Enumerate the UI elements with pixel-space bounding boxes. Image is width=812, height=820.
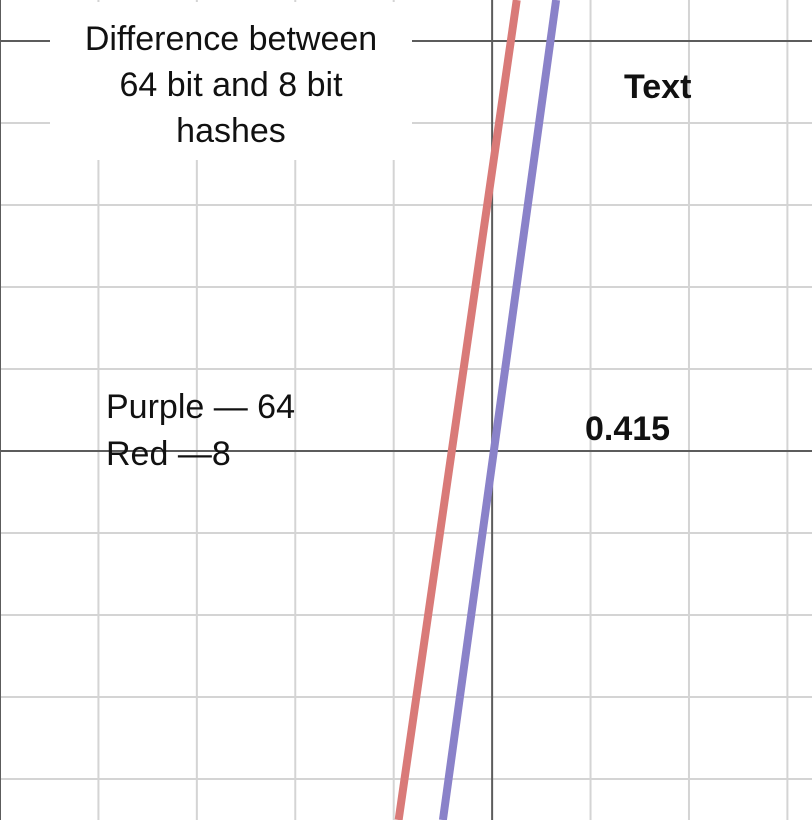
title-line-3: hashes [176,112,286,150]
annotation-value-label: 0.415 [585,410,670,448]
title-background [50,2,412,160]
legend-item-purple: Purple — 64 [106,388,295,426]
title-line-1: Difference between [85,20,377,58]
series-line-red [394,0,521,820]
title-line-2: 64 bit and 8 bit [119,66,343,104]
series-line-purple [438,0,561,820]
legend: Purple — 64 Red —8 [106,388,295,473]
chart-title: Difference between 64 bit and 8 bit hash… [50,2,412,160]
annotation-text-label: Text [624,68,691,106]
series-layer [394,0,561,820]
legend-item-red: Red —8 [106,435,231,473]
